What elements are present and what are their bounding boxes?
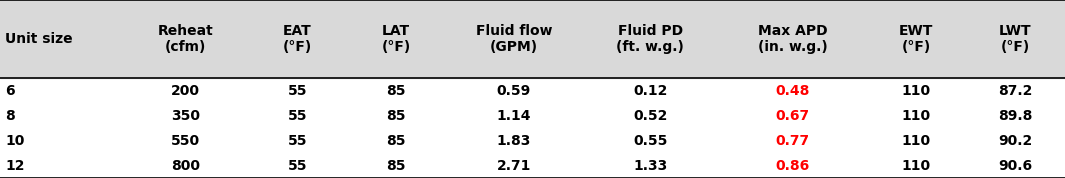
Text: 55: 55	[288, 159, 307, 172]
Text: 85: 85	[387, 134, 406, 148]
Text: 110: 110	[902, 109, 931, 123]
Text: 90.2: 90.2	[998, 134, 1033, 148]
Text: 0.12: 0.12	[633, 84, 668, 98]
Text: 0.59: 0.59	[496, 84, 531, 98]
Text: 8: 8	[5, 109, 15, 123]
Text: 0.67: 0.67	[775, 109, 809, 123]
Text: 550: 550	[171, 134, 200, 148]
Text: 10: 10	[5, 134, 24, 148]
Text: 6: 6	[5, 84, 15, 98]
Text: 1.14: 1.14	[496, 109, 531, 123]
Text: 0.77: 0.77	[775, 134, 809, 148]
Text: Unit size: Unit size	[5, 32, 72, 46]
Text: 350: 350	[171, 109, 200, 123]
Text: Max APD
(in. w.g.): Max APD (in. w.g.)	[757, 24, 828, 54]
Text: LAT
(°F): LAT (°F)	[381, 24, 411, 54]
Text: 12: 12	[5, 159, 24, 172]
Text: 90.6: 90.6	[998, 159, 1033, 172]
Text: 0.86: 0.86	[775, 159, 809, 172]
Text: 89.8: 89.8	[998, 109, 1033, 123]
Text: 85: 85	[387, 84, 406, 98]
Text: Reheat
(cfm): Reheat (cfm)	[158, 24, 214, 54]
Text: 55: 55	[288, 109, 307, 123]
Text: EAT
(°F): EAT (°F)	[282, 24, 312, 54]
Bar	[0, 0, 1065, 78]
Text: 800: 800	[171, 159, 200, 172]
Text: 0.55: 0.55	[633, 134, 668, 148]
Text: 110: 110	[902, 134, 931, 148]
Text: 2.71: 2.71	[496, 159, 531, 172]
Text: 55: 55	[288, 84, 307, 98]
Text: EWT
(°F): EWT (°F)	[899, 24, 934, 54]
Text: 110: 110	[902, 84, 931, 98]
Text: 0.48: 0.48	[775, 84, 809, 98]
Text: Fluid flow
(GPM): Fluid flow (GPM)	[476, 24, 552, 54]
Text: 1.33: 1.33	[633, 159, 668, 172]
Text: 110: 110	[902, 159, 931, 172]
Text: LWT
(°F): LWT (°F)	[999, 24, 1032, 54]
Text: 55: 55	[288, 134, 307, 148]
Text: 1.83: 1.83	[496, 134, 531, 148]
Text: 200: 200	[171, 84, 200, 98]
Text: 87.2: 87.2	[998, 84, 1033, 98]
Text: 85: 85	[387, 109, 406, 123]
Text: 0.52: 0.52	[633, 109, 668, 123]
Text: Fluid PD
(ft. w.g.): Fluid PD (ft. w.g.)	[617, 24, 684, 54]
Text: 85: 85	[387, 159, 406, 172]
